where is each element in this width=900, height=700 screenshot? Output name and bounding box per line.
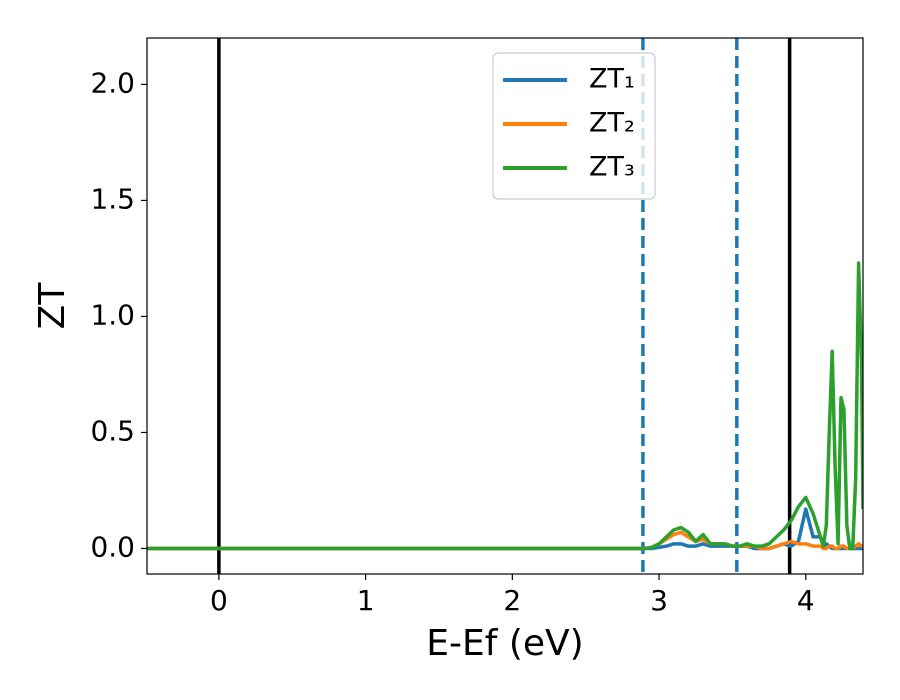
x-axis-label: E-Ef (eV) xyxy=(426,623,583,664)
x-tick-label: 4 xyxy=(797,584,815,617)
x-tick-label: 0 xyxy=(210,584,228,617)
y-tick-label: 0.5 xyxy=(90,414,135,447)
y-tick-label: 1.0 xyxy=(90,298,135,331)
y-tick-label: 0.0 xyxy=(90,530,135,563)
legend-label: ZT₃ xyxy=(589,152,635,183)
x-tick-label: 2 xyxy=(503,584,521,617)
axes-frame xyxy=(146,37,864,575)
legend-label: ZT₂ xyxy=(589,108,635,139)
legend-box xyxy=(492,52,656,200)
plot-area xyxy=(147,38,863,574)
series-line xyxy=(147,261,863,551)
y-tick-label: 1.5 xyxy=(90,182,135,215)
y-axis-label: ZT xyxy=(32,282,73,330)
x-tick-label: 1 xyxy=(357,584,375,617)
legend-label: ZT₁ xyxy=(589,64,635,95)
x-tick-label: 3 xyxy=(650,584,668,617)
y-tick-label: 2.0 xyxy=(90,66,135,99)
series-line xyxy=(147,530,863,551)
